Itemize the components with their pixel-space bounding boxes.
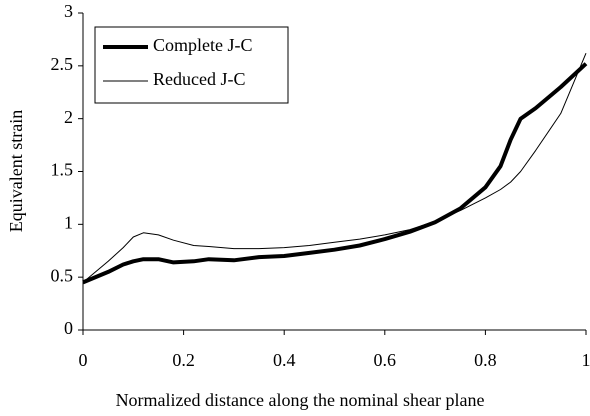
- y-tick-label: 3: [64, 1, 73, 21]
- y-tick-label: 0: [64, 318, 73, 338]
- legend-label: Reduced J-C: [153, 69, 245, 89]
- legend-label: Complete J-C: [153, 35, 253, 55]
- legend-box: [94, 26, 289, 104]
- y-tick-label: 0.5: [51, 265, 74, 285]
- y-tick-label: 1.5: [51, 160, 74, 180]
- x-tick-label: 0.6: [374, 350, 397, 370]
- x-tick-label: 0: [79, 350, 88, 370]
- series-line: [82, 62, 588, 285]
- y-tick-label: 1: [64, 212, 73, 232]
- x-tick-label: 0.4: [273, 350, 296, 370]
- y-tick-label: 2: [64, 107, 73, 127]
- y-tick-label: 2.5: [51, 54, 74, 74]
- x-tick-label: 0.8: [474, 350, 497, 370]
- y-axis-label: Equivalent strain: [6, 110, 26, 232]
- x-tick-label: 1: [582, 350, 590, 370]
- x-axis-label: Normalized distance along the nominal sh…: [116, 390, 485, 410]
- series-line: [82, 53, 587, 283]
- x-tick-label: 0.2: [172, 350, 195, 370]
